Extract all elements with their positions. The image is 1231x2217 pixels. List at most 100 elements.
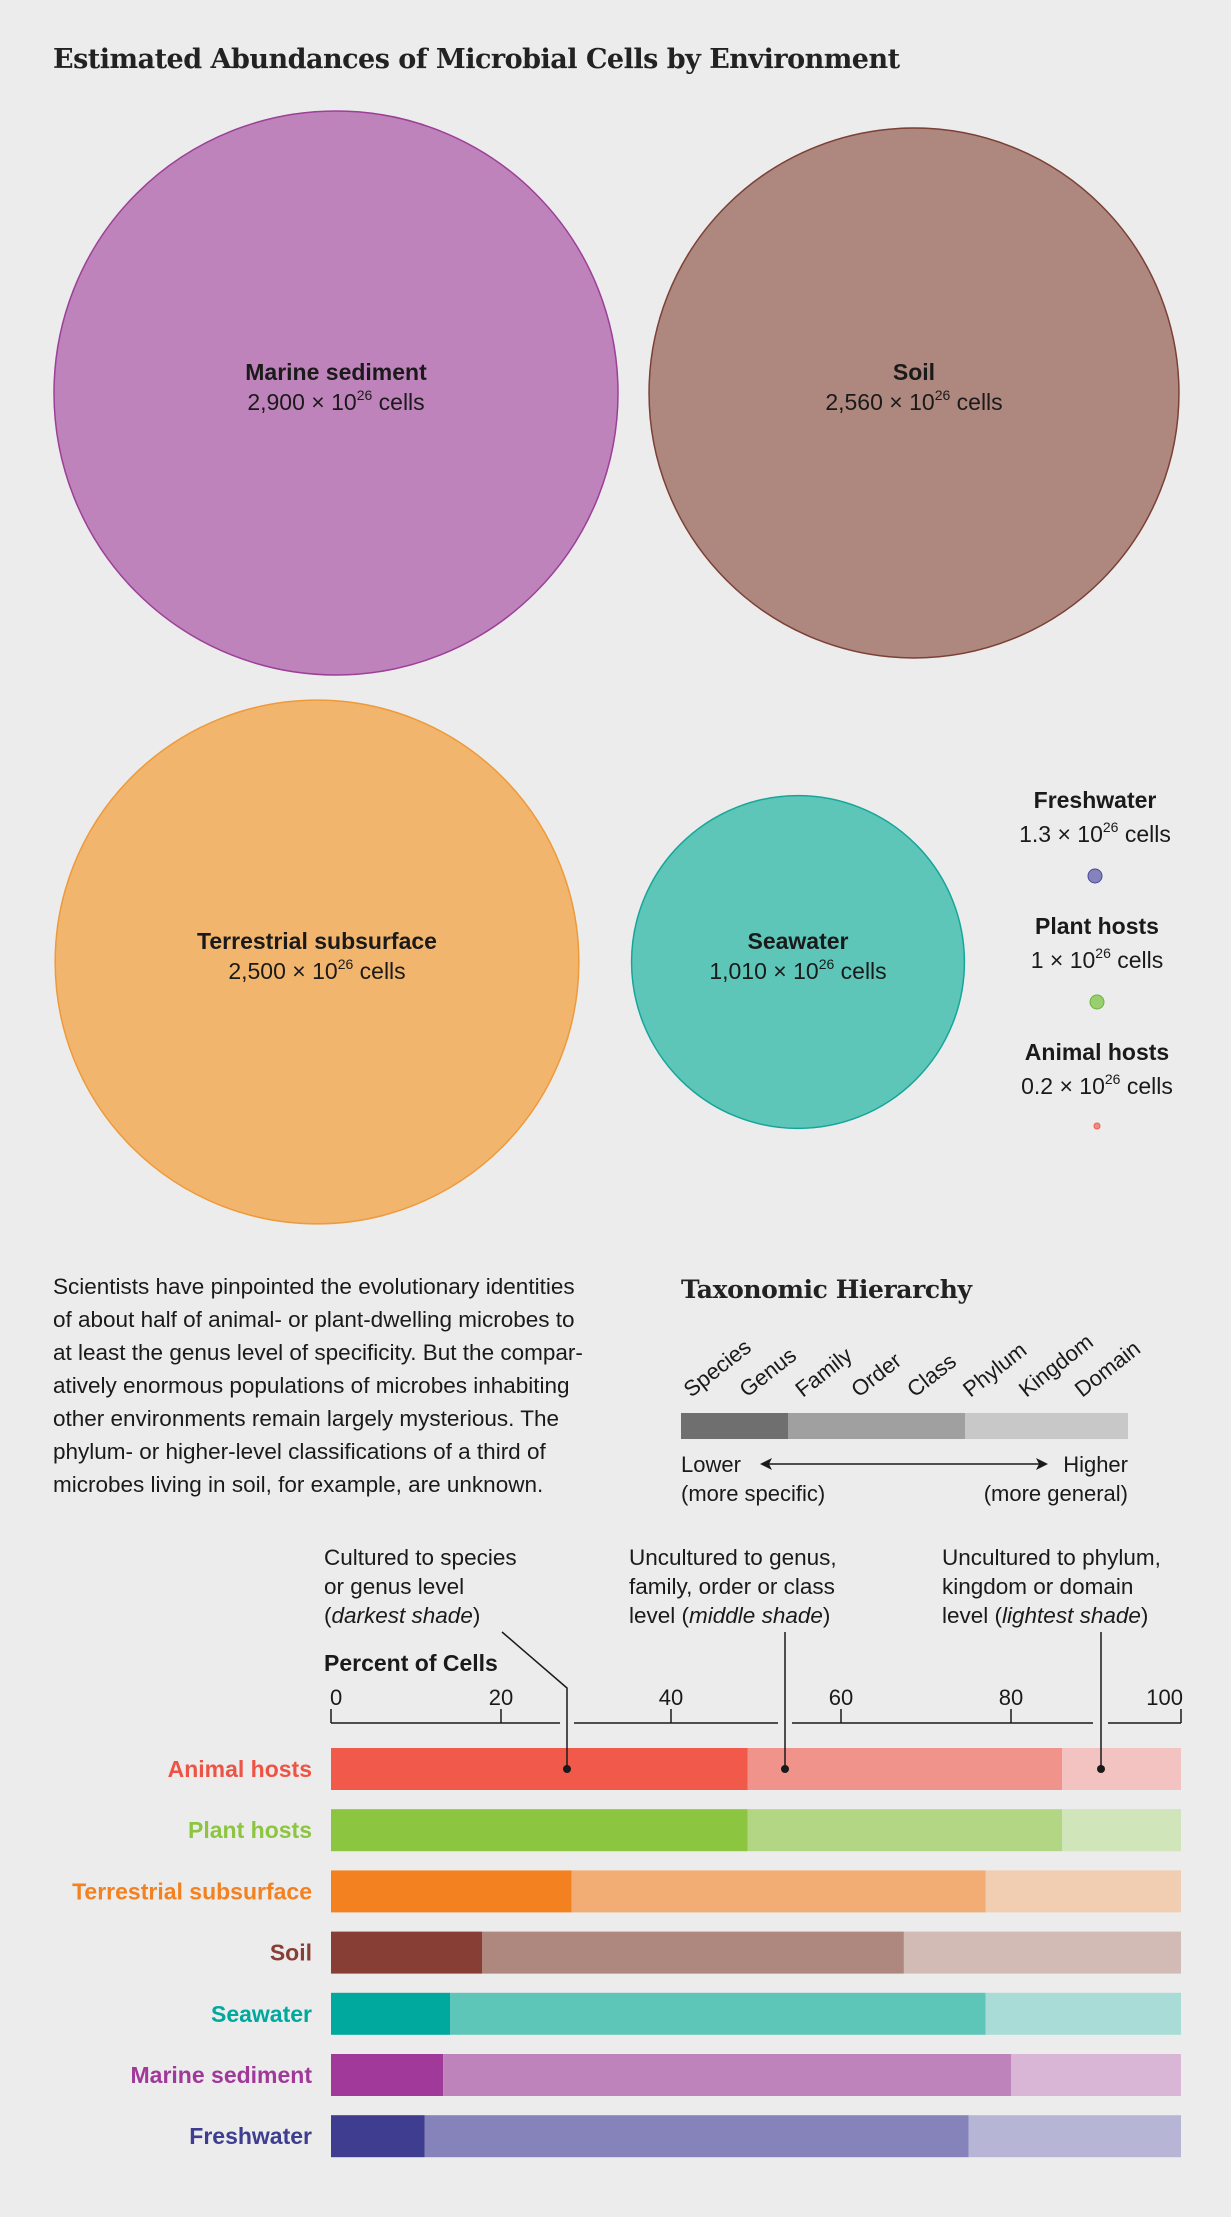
- bar-segment-0: [331, 1992, 450, 2035]
- bar-category-label: Terrestrial subsurface: [72, 1878, 312, 1904]
- bar-row-soil: Soil: [270, 1931, 1181, 1974]
- bar-row-seawater: Seawater: [211, 1992, 1181, 2035]
- bubble-value: 1,010 × 1026 cells: [709, 956, 886, 984]
- bubble-circle: [648, 127, 1180, 659]
- bar-segment-1: [747, 1809, 1062, 1852]
- callout-darkest: Cultured to species or genus level (dark…: [324, 1543, 517, 1630]
- bar-segment-1: [747, 1748, 1062, 1790]
- callout-leader-line: [501, 1631, 568, 1769]
- taxonomy-rank-order: Order: [846, 1348, 906, 1402]
- bar-segment-1: [424, 2115, 969, 2158]
- x-tick-label: 60: [829, 1685, 853, 1710]
- bubble-circle: [1087, 868, 1103, 884]
- chart-title: Estimated Abundances of Microbial Cells …: [53, 44, 900, 75]
- bar-row-animal-hosts: Animal hosts: [168, 1748, 1181, 1790]
- taxonomy-shade-2: [965, 1413, 1128, 1439]
- callout-line: family, order or class: [629, 1574, 835, 1599]
- bar-segment-0: [331, 2054, 444, 2096]
- bar-segment-0: [331, 1809, 748, 1852]
- bar-segment-1: [450, 1992, 986, 2035]
- bubble-value: 2,900 × 1026 cells: [247, 387, 424, 415]
- description-text: Scientists have pinpointed the evolution…: [53, 1270, 653, 1501]
- callout-prefix: level (: [942, 1603, 1003, 1628]
- bar-category-label: Freshwater: [189, 2123, 312, 2149]
- bar-segment-2: [985, 1870, 1181, 1913]
- callout-line: or genus level: [324, 1574, 465, 1599]
- bubble-circle: [1093, 1122, 1101, 1130]
- bubble-value: 1 × 1026 cells: [1031, 945, 1164, 973]
- callout-line: kingdom or domain: [942, 1574, 1134, 1599]
- bar-segment-1: [571, 1870, 986, 1913]
- bubble-name: Terrestrial subsurface: [197, 928, 437, 954]
- taxonomy-rank-kingdom: Kingdom: [1014, 1329, 1098, 1402]
- bar-category-label: Soil: [270, 1940, 312, 1966]
- bubble-name: Plant hosts: [1035, 913, 1159, 939]
- callout-line: Uncultured to genus,: [629, 1545, 837, 1570]
- bar-row-terrestrial-subsurface: Terrestrial subsurface: [72, 1870, 1181, 1913]
- taxonomy-rank-domain: Domain: [1070, 1336, 1145, 1402]
- callout-line: Uncultured to phylum,: [942, 1545, 1161, 1570]
- callout-line: Cultured to species: [324, 1545, 517, 1570]
- bar-segment-1: [482, 1931, 904, 1974]
- bubble-plant-hosts: Plant hosts 1 × 1026 cells: [1031, 913, 1164, 1010]
- x-tick-label: 20: [489, 1685, 513, 1710]
- bubble-value: 1.3 × 1026 cells: [1019, 819, 1171, 847]
- taxonomy-shade-1: [788, 1413, 965, 1439]
- taxonomy-rank-genus: Genus: [735, 1342, 801, 1402]
- description-line: microbes living in soil, for example, ar…: [53, 1472, 544, 1497]
- description-line: at least the genus level of specificity.…: [53, 1340, 583, 1365]
- callout-italic: lightest shade: [1002, 1603, 1141, 1628]
- taxonomy-higher-label: Higher: [1063, 1452, 1128, 1477]
- bar-segment-0: [331, 1931, 483, 1974]
- bar-category-label: Seawater: [211, 2001, 312, 2027]
- bar-segment-2: [1011, 2054, 1181, 2096]
- callout-italic: middle shade: [689, 1603, 823, 1628]
- taxonomy-lower-sub: (more specific): [681, 1481, 825, 1506]
- taxonomy-higher-sub: (more general): [984, 1481, 1128, 1506]
- bubble-name: Animal hosts: [1025, 1039, 1169, 1065]
- taxonomy-arrow-left-icon: [760, 1458, 772, 1470]
- bar-segment-2: [968, 2115, 1181, 2158]
- callout-paren: ): [1140, 1603, 1149, 1628]
- taxonomy-rank-phylum: Phylum: [958, 1337, 1031, 1402]
- callout-prefix: level (: [629, 1603, 690, 1628]
- x-tick-label: 100: [1146, 1685, 1183, 1710]
- x-tick-label: 40: [659, 1685, 683, 1710]
- x-tick-label: 80: [999, 1685, 1023, 1710]
- description-line: Scientists have pinpointed the evolution…: [53, 1274, 575, 1299]
- bubble-name: Seawater: [747, 928, 848, 954]
- description-line: of about half of animal- or plant-dwelli…: [53, 1307, 575, 1332]
- bubble-freshwater: Freshwater 1.3 × 1026 cells: [1019, 787, 1171, 884]
- bar-segment-2: [903, 1931, 1181, 1974]
- taxonomy-title: Taxonomic Hierarchy: [681, 1275, 972, 1304]
- callout-paren: (: [324, 1603, 332, 1628]
- bubble-circle: [630, 794, 966, 1130]
- bar-category-label: Plant hosts: [188, 1817, 312, 1843]
- x-axis-title: Percent of Cells: [324, 1650, 498, 1676]
- callout-italic: darkest shade: [331, 1603, 473, 1628]
- taxonomy-rank-species: Species: [679, 1334, 756, 1402]
- callout-leader-dot: [781, 1765, 789, 1773]
- callout-leader-dot: [1097, 1765, 1105, 1773]
- bar-segment-2: [1062, 1809, 1181, 1852]
- bar-segment-0: [331, 1748, 748, 1790]
- bar-segment-2: [985, 1992, 1181, 2035]
- taxonomy-arrow-right-icon: [1036, 1458, 1048, 1470]
- taxonomy-rank-family: Family: [790, 1342, 856, 1402]
- bubble-value: 2,500 × 1026 cells: [228, 956, 405, 984]
- bar-row-marine-sediment: Marine sediment: [131, 2054, 1181, 2096]
- bar-row-plant-hosts: Plant hosts: [188, 1809, 1181, 1852]
- bubble-circle: [1089, 994, 1105, 1010]
- bubble-animal-hosts: Animal hosts 0.2 × 1026 cells: [1021, 1039, 1173, 1130]
- callout-middle: Uncultured to genus, family, order or cl…: [629, 1543, 837, 1630]
- bubble-name: Freshwater: [1034, 787, 1157, 813]
- bubble-value: 0.2 × 1026 cells: [1021, 1071, 1173, 1099]
- taxonomy-shade-0: [681, 1413, 788, 1439]
- description-line: other environments remain largely myster…: [53, 1406, 560, 1431]
- bubble-value: 2,560 × 1026 cells: [825, 387, 1002, 415]
